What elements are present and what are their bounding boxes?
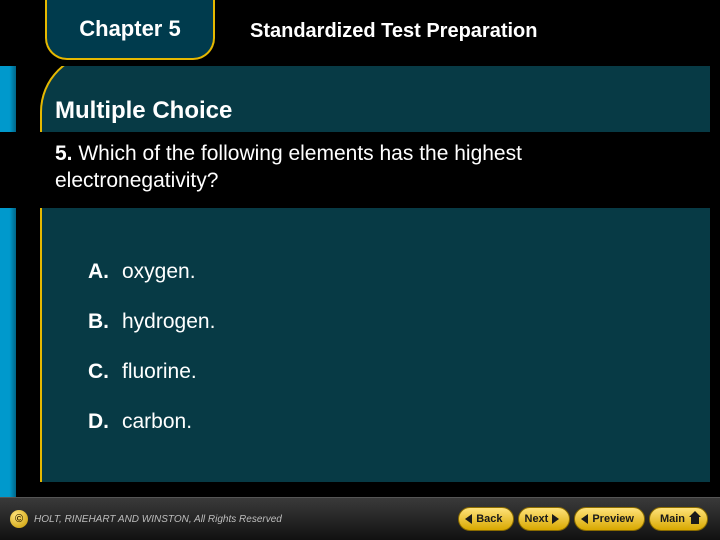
choice-letter: D. (88, 410, 122, 434)
section-title: Multiple Choice (55, 97, 232, 125)
choice-item: B.hydrogen. (88, 310, 215, 334)
choice-text: fluorine. (122, 360, 197, 383)
question-body: Which of the following elements has the … (55, 142, 522, 192)
question-number: 5. (55, 142, 73, 165)
footer-nav: Back Next Preview Main (458, 507, 708, 531)
page-title: Standardized Test Preparation (250, 20, 537, 43)
choice-letter: B. (88, 310, 122, 334)
back-button[interactable]: Back (458, 507, 513, 531)
copyright: © HOLT, RINEHART AND WINSTON, All Rights… (10, 510, 458, 528)
chevron-left-icon (465, 514, 472, 524)
back-label: Back (476, 513, 502, 525)
choice-text: carbon. (122, 410, 192, 433)
preview-label: Preview (592, 513, 634, 525)
question-text: 5. Which of the following elements has t… (55, 140, 680, 195)
next-label: Next (525, 513, 549, 525)
chapter-tab: Chapter 5 (45, 0, 215, 60)
choice-text: hydrogen. (122, 310, 215, 333)
main-button[interactable]: Main (649, 507, 708, 531)
choice-letter: C. (88, 360, 122, 384)
choice-item: C.fluorine. (88, 360, 215, 384)
footer-bar: © HOLT, RINEHART AND WINSTON, All Rights… (0, 497, 720, 540)
copyright-icon: © (10, 510, 28, 528)
chevron-left-icon (581, 514, 588, 524)
main-label: Main (660, 513, 685, 525)
choice-text: oxygen. (122, 260, 196, 283)
preview-button[interactable]: Preview (574, 507, 645, 531)
choice-item: D.carbon. (88, 410, 215, 434)
chevron-right-icon (552, 514, 559, 524)
choice-letter: A. (88, 260, 122, 284)
chapter-label: Chapter 5 (79, 16, 180, 42)
copyright-text: HOLT, RINEHART AND WINSTON, All Rights R… (34, 514, 282, 525)
side-accent-bar (0, 0, 16, 497)
slide-container: Chapter 5 Standardized Test Preparation … (0, 0, 720, 540)
choice-item: A.oxygen. (88, 260, 215, 284)
home-icon (689, 514, 701, 524)
next-button[interactable]: Next (518, 507, 571, 531)
choice-list: A.oxygen. B.hydrogen. C.fluorine. D.carb… (88, 260, 215, 460)
